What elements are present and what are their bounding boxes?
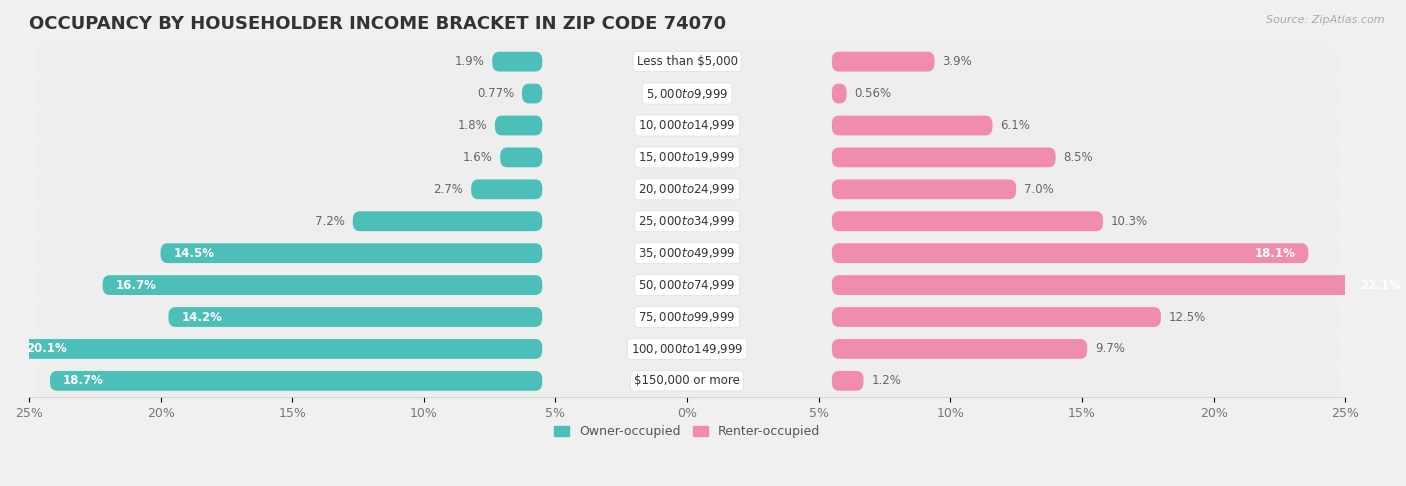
FancyBboxPatch shape	[51, 371, 543, 391]
Text: $20,000 to $24,999: $20,000 to $24,999	[638, 182, 735, 196]
Text: 9.7%: 9.7%	[1095, 343, 1125, 355]
Text: $15,000 to $19,999: $15,000 to $19,999	[638, 150, 735, 164]
FancyBboxPatch shape	[35, 301, 1339, 333]
Text: 6.1%: 6.1%	[1000, 119, 1031, 132]
FancyBboxPatch shape	[832, 275, 1406, 295]
FancyBboxPatch shape	[353, 211, 543, 231]
FancyBboxPatch shape	[103, 275, 543, 295]
FancyBboxPatch shape	[522, 84, 543, 104]
FancyBboxPatch shape	[35, 141, 1339, 174]
Text: $5,000 to $9,999: $5,000 to $9,999	[645, 87, 728, 101]
Text: 20.1%: 20.1%	[27, 343, 67, 355]
Text: 2.7%: 2.7%	[433, 183, 464, 196]
Text: 0.77%: 0.77%	[477, 87, 515, 100]
Text: $150,000 or more: $150,000 or more	[634, 374, 740, 387]
FancyBboxPatch shape	[832, 243, 1309, 263]
FancyBboxPatch shape	[35, 364, 1339, 397]
Text: 1.9%: 1.9%	[454, 55, 485, 68]
Text: 10.3%: 10.3%	[1111, 215, 1149, 228]
Text: Less than $5,000: Less than $5,000	[637, 55, 738, 68]
FancyBboxPatch shape	[832, 116, 993, 136]
FancyBboxPatch shape	[35, 45, 1339, 78]
Text: Source: ZipAtlas.com: Source: ZipAtlas.com	[1267, 15, 1385, 25]
Text: 14.5%: 14.5%	[174, 247, 215, 260]
Text: $75,000 to $99,999: $75,000 to $99,999	[638, 310, 735, 324]
FancyBboxPatch shape	[832, 84, 846, 104]
Text: 16.7%: 16.7%	[115, 278, 156, 292]
FancyBboxPatch shape	[35, 205, 1339, 238]
FancyBboxPatch shape	[492, 52, 543, 71]
FancyBboxPatch shape	[35, 109, 1339, 142]
FancyBboxPatch shape	[832, 371, 863, 391]
Text: 7.2%: 7.2%	[315, 215, 344, 228]
Text: 14.2%: 14.2%	[181, 311, 222, 324]
Legend: Owner-occupied, Renter-occupied: Owner-occupied, Renter-occupied	[548, 420, 825, 443]
Text: $35,000 to $49,999: $35,000 to $49,999	[638, 246, 735, 260]
Text: 22.1%: 22.1%	[1360, 278, 1400, 292]
FancyBboxPatch shape	[495, 116, 543, 136]
FancyBboxPatch shape	[35, 237, 1339, 269]
Text: $10,000 to $14,999: $10,000 to $14,999	[638, 119, 735, 133]
FancyBboxPatch shape	[832, 307, 1161, 327]
FancyBboxPatch shape	[169, 307, 543, 327]
Text: 1.2%: 1.2%	[872, 374, 901, 387]
FancyBboxPatch shape	[35, 77, 1339, 110]
FancyBboxPatch shape	[501, 147, 543, 167]
Text: 1.6%: 1.6%	[463, 151, 492, 164]
Text: $25,000 to $34,999: $25,000 to $34,999	[638, 214, 735, 228]
Text: 7.0%: 7.0%	[1024, 183, 1054, 196]
FancyBboxPatch shape	[160, 243, 543, 263]
FancyBboxPatch shape	[832, 52, 935, 71]
Text: $50,000 to $74,999: $50,000 to $74,999	[638, 278, 735, 292]
Text: 12.5%: 12.5%	[1168, 311, 1206, 324]
FancyBboxPatch shape	[832, 179, 1017, 199]
FancyBboxPatch shape	[35, 332, 1339, 365]
FancyBboxPatch shape	[832, 147, 1056, 167]
FancyBboxPatch shape	[35, 173, 1339, 206]
FancyBboxPatch shape	[471, 179, 543, 199]
FancyBboxPatch shape	[832, 339, 1087, 359]
Text: 0.56%: 0.56%	[855, 87, 891, 100]
FancyBboxPatch shape	[35, 269, 1339, 301]
Text: 1.8%: 1.8%	[457, 119, 486, 132]
Text: 18.1%: 18.1%	[1254, 247, 1295, 260]
Text: 8.5%: 8.5%	[1063, 151, 1094, 164]
FancyBboxPatch shape	[832, 211, 1104, 231]
Text: OCCUPANCY BY HOUSEHOLDER INCOME BRACKET IN ZIP CODE 74070: OCCUPANCY BY HOUSEHOLDER INCOME BRACKET …	[30, 15, 725, 33]
Text: 18.7%: 18.7%	[63, 374, 104, 387]
Text: 3.9%: 3.9%	[942, 55, 972, 68]
Text: $100,000 to $149,999: $100,000 to $149,999	[631, 342, 744, 356]
FancyBboxPatch shape	[13, 339, 543, 359]
